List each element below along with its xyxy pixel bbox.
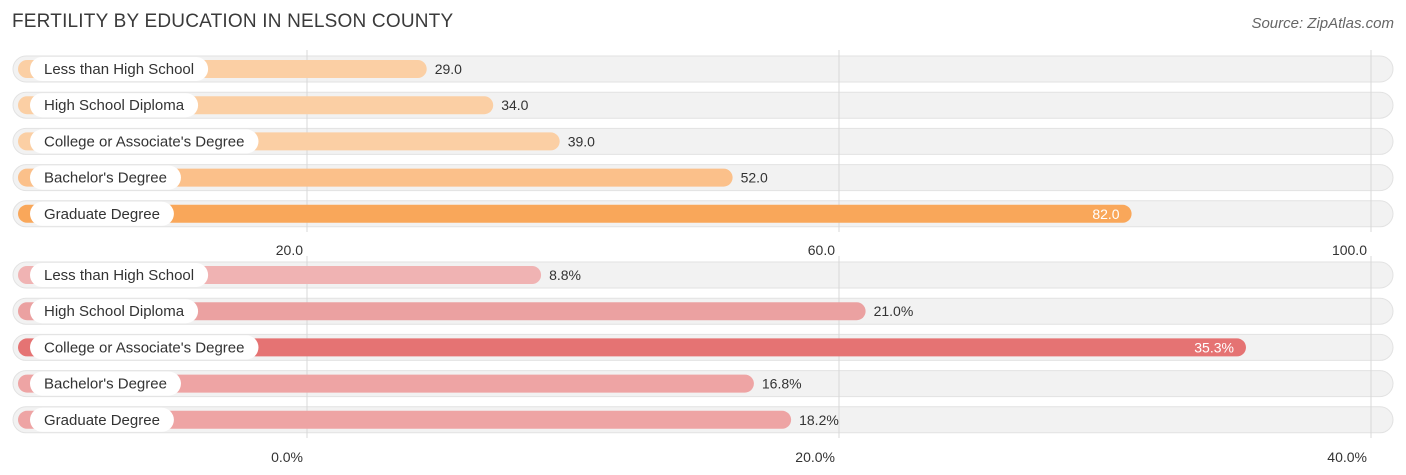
tick-label: 0.0%	[271, 449, 303, 465]
tick-label: 100.0	[1332, 242, 1367, 258]
value-label: 34.0	[501, 97, 528, 113]
bar	[18, 410, 792, 429]
category-label: Bachelor's Degree	[44, 170, 167, 187]
source-credit: Source: ZipAtlas.com	[1251, 15, 1394, 32]
bar	[18, 168, 733, 187]
value-label: 8.8%	[549, 267, 581, 283]
category-pill	[30, 335, 259, 360]
category-pill	[30, 299, 199, 324]
value-label: 52.0	[741, 170, 768, 186]
value-label: 29.0	[435, 61, 462, 77]
value-label: 82.0	[1092, 206, 1119, 222]
bar	[18, 204, 1132, 223]
category-pill	[30, 263, 209, 287]
bar	[18, 302, 866, 321]
category-label: Less than High School	[44, 267, 194, 284]
tick-label: 60.0	[808, 242, 835, 258]
category-label: High School Diploma	[44, 303, 185, 320]
value-label: 39.0	[568, 133, 595, 149]
category-label: College or Associate's Degree	[44, 133, 244, 150]
category-pill	[30, 201, 174, 226]
value-label: 16.8%	[762, 376, 802, 392]
value-label: 21.0%	[874, 303, 914, 319]
category-label: Graduate Degree	[44, 206, 160, 223]
value-label: 18.2%	[799, 412, 839, 428]
bar	[18, 338, 1246, 357]
category-label: High School Diploma	[44, 97, 185, 114]
category-pill	[30, 93, 199, 118]
tick-label: 40.0%	[1327, 449, 1367, 465]
category-label: Less than High School	[44, 61, 194, 78]
chart-title: FERTILITY BY EDUCATION IN NELSON COUNTY	[12, 11, 454, 32]
bar	[18, 374, 754, 393]
category-label: College or Associate's Degree	[44, 339, 244, 356]
category-pill	[30, 129, 259, 154]
chart-panel-1: Less than High School 29.0 High School Dip…	[12, 50, 1394, 258]
category-pill	[30, 371, 181, 396]
category-pill	[30, 407, 174, 432]
tick-label: 20.0%	[795, 449, 835, 465]
category-label: Graduate Degree	[44, 412, 160, 429]
category-label: Bachelor's Degree	[44, 376, 167, 393]
value-label: 35.3%	[1194, 339, 1234, 355]
chart-panel-2: Less than High School 8.8% High School Dip…	[12, 256, 1394, 465]
category-pill	[30, 57, 209, 81]
tick-label: 20.0	[276, 242, 303, 258]
category-pill	[30, 165, 181, 190]
